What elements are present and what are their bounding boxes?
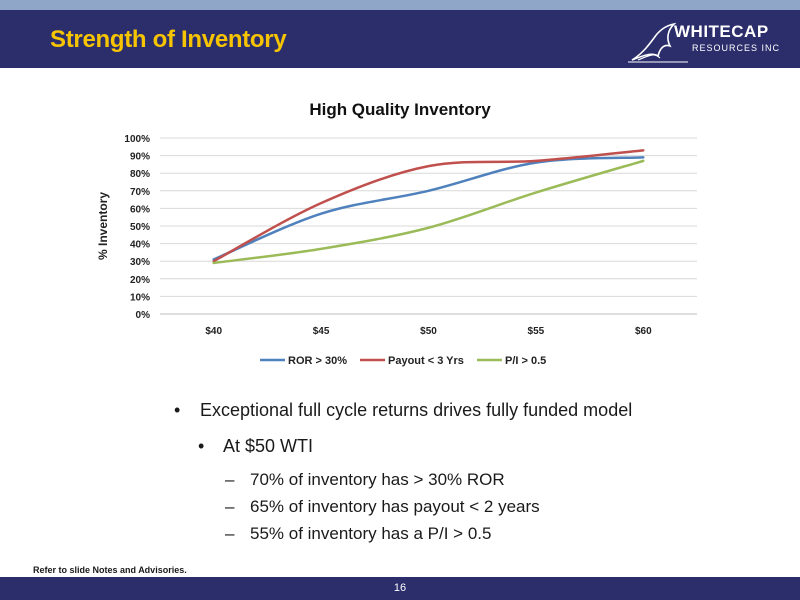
x-tick-label: $50 <box>420 326 437 337</box>
inventory-chart: High Quality Inventory 0% 10% 20% 30% 40% 50% 6… <box>60 85 760 385</box>
x-tick-label: $40 <box>205 326 222 337</box>
y-tick-label: 80% <box>130 169 150 180</box>
legend-label: P/I > 0.5 <box>505 355 546 367</box>
logo-subtext: RESOURCES INC <box>692 43 781 53</box>
footnote: Refer to slide Notes and Advisories. <box>33 565 187 575</box>
top-accent-strip <box>0 0 800 10</box>
y-axis-label: % Inventory <box>96 192 110 260</box>
slide-header: Strength of Inventory WHITECAP RESOURCES… <box>0 10 800 68</box>
x-tick-label: $55 <box>528 326 545 337</box>
company-logo: WHITECAP RESOURCES INC <box>628 16 788 64</box>
y-tick-label: 90% <box>130 152 150 163</box>
legend-label: Payout < 3 Yrs <box>388 355 464 367</box>
bullet-sub-text: At $50 WTI <box>223 436 314 456</box>
slide-footer: 16 <box>0 577 800 600</box>
logo-wordmark: WHITECAP <box>674 22 769 41</box>
bullet-item-text: 70% of inventory has > 30% ROR <box>250 470 505 489</box>
chart-title: High Quality Inventory <box>309 100 491 119</box>
bullet-dot-icon: • <box>198 436 205 456</box>
y-tick-label: 40% <box>130 240 150 251</box>
y-tick-label: 70% <box>130 187 150 198</box>
bullet-dash-icon: – <box>225 524 235 543</box>
bullet-dash-icon: – <box>225 497 235 516</box>
series-line-2 <box>212 149 645 263</box>
bullet-dash-icon: – <box>225 470 235 489</box>
wave-logo-icon <box>628 22 688 63</box>
bullet-main-text: Exceptional full cycle returns drives fu… <box>200 400 633 420</box>
y-tick-label: 10% <box>130 292 150 303</box>
series-line-3 <box>212 159 645 265</box>
slide-title: Strength of Inventory <box>50 26 287 53</box>
page-number: 16 <box>393 582 407 594</box>
y-tick-label: 50% <box>130 222 150 233</box>
x-tick-label: $45 <box>313 326 330 337</box>
x-tick-label: $60 <box>635 326 652 337</box>
series-line-1 <box>212 156 645 261</box>
y-tick-label: 60% <box>130 204 150 215</box>
y-tick-label: 30% <box>130 257 150 268</box>
y-tick-label: 0% <box>136 310 151 321</box>
bullet-dot-icon: • <box>174 400 181 420</box>
y-tick-label: 100% <box>124 134 150 145</box>
bullet-item-text: 55% of inventory has a P/I > 0.5 <box>250 524 492 543</box>
line-chart-svg: High Quality Inventory 0% 10% 20% 30% 40% 50% 6… <box>96 100 697 367</box>
bullet-item-text: 65% of inventory has payout < 2 years <box>250 497 540 516</box>
legend-label: ROR > 30% <box>288 355 347 367</box>
y-tick-label: 20% <box>130 275 150 286</box>
